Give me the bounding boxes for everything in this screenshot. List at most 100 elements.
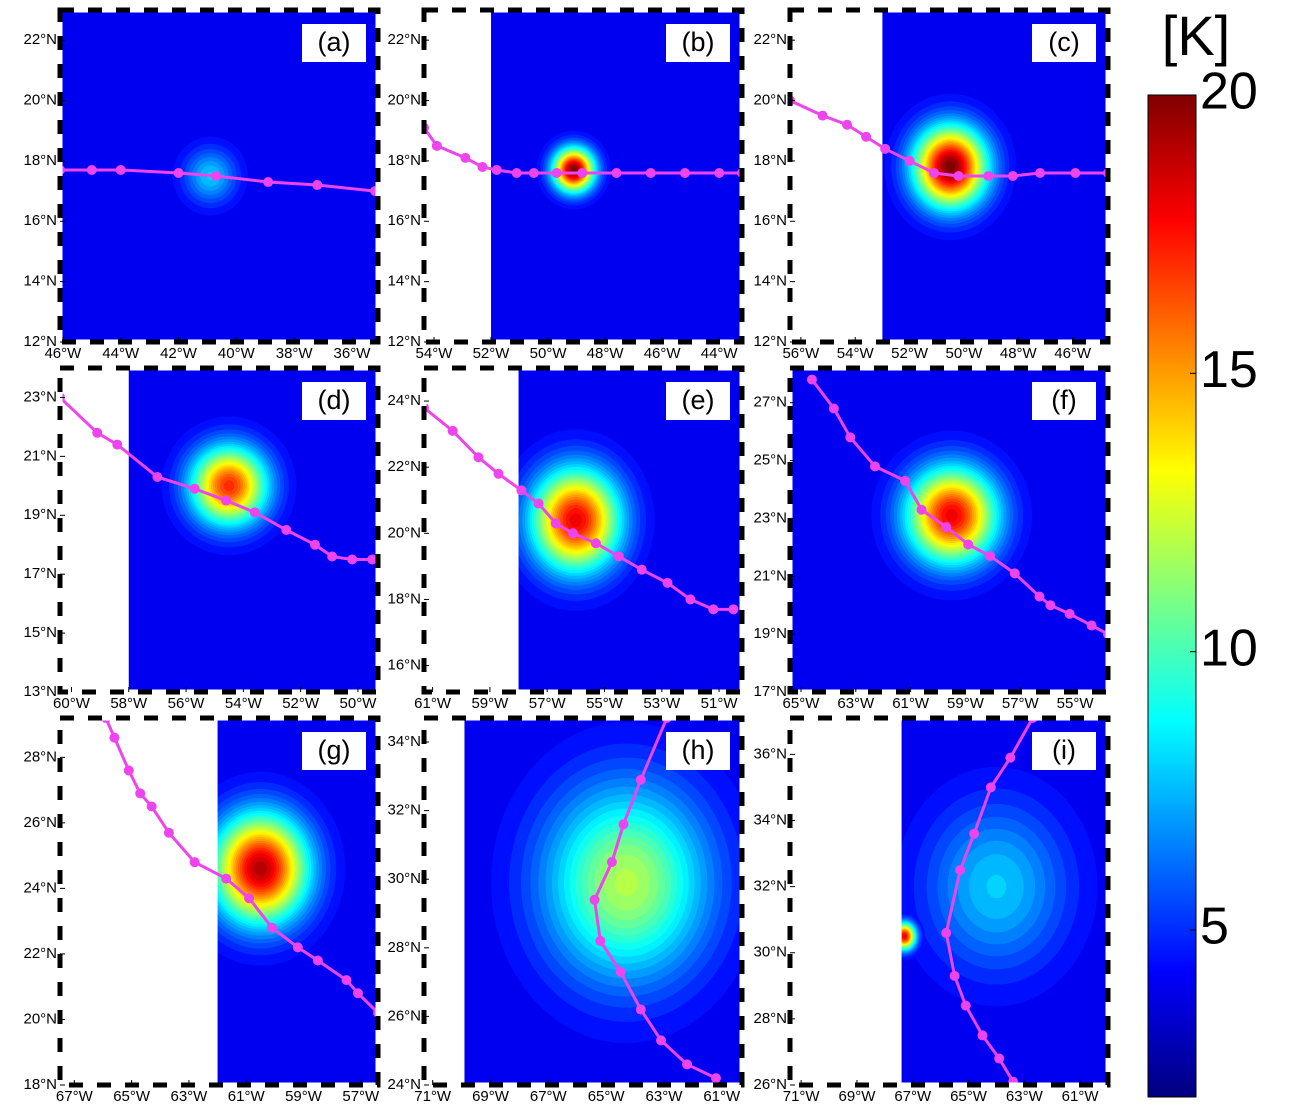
y-tick-label: 32°N [753, 878, 787, 895]
warm-core [945, 508, 958, 523]
x-tick-label: 63°W [646, 1088, 684, 1105]
panel-label: (b) [682, 27, 715, 57]
track-point [656, 1035, 667, 1046]
panel-label: (i) [1052, 735, 1076, 765]
track-point [869, 461, 880, 472]
track-point [845, 432, 856, 443]
panel-label: (d) [318, 385, 351, 415]
x-tick-label: 46°W [1054, 345, 1092, 362]
x-tick-label: 46°W [644, 345, 682, 362]
track-point [109, 732, 120, 743]
x-tick-label: 51°W [701, 695, 739, 712]
track-point [645, 167, 656, 178]
track-point [1045, 600, 1056, 611]
x-tick-label: 46°W [44, 345, 82, 362]
track-point [828, 403, 839, 414]
x-tick-label: 60°W [53, 695, 91, 712]
track-point [842, 119, 853, 130]
frame [57, 715, 381, 1088]
track-point [662, 577, 673, 588]
frame [787, 715, 1111, 1088]
frame [57, 365, 381, 695]
x-tick-label: 53°W [643, 695, 681, 712]
no-data [790, 718, 902, 1085]
panel [790, 10, 1108, 342]
y-tick-label: 17°N [753, 683, 787, 700]
x-tick-label: 69°W [839, 1088, 877, 1105]
y-tick-label: 34°N [387, 733, 421, 750]
x-tick-label: 44°W [102, 345, 140, 362]
track-point [327, 551, 338, 562]
y-tick-label: 23°N [753, 509, 787, 526]
track-point [929, 167, 940, 178]
x-tick-label: 52°W [473, 345, 511, 362]
track-point [1009, 568, 1020, 579]
panel-label-box [1032, 732, 1096, 770]
track-point [312, 180, 323, 191]
track-point [904, 155, 915, 166]
track-point [817, 110, 828, 121]
x-tick-label: 50°W [340, 695, 378, 712]
x-tick-label: 59°W [285, 1088, 323, 1105]
track-point [1035, 167, 1046, 178]
track-point [900, 475, 911, 486]
track-point [511, 167, 522, 178]
frame [787, 7, 1111, 345]
y-tick-label: 30°N [387, 870, 421, 887]
track-point [985, 551, 996, 562]
track-point [941, 522, 952, 533]
track-point [341, 975, 352, 986]
y-tick-label: 22°N [753, 31, 787, 48]
frame [421, 365, 745, 695]
track-point [1034, 591, 1045, 602]
track-point [983, 171, 994, 181]
track-point [516, 485, 527, 496]
x-tick-label: 61°W [892, 695, 930, 712]
panel-label: (g) [318, 735, 351, 765]
track-point [163, 827, 174, 838]
track-point [491, 164, 502, 175]
y-tick-label: 17°N [23, 565, 57, 582]
x-tick-label: 57°W [342, 1088, 380, 1105]
panel-label-box [302, 732, 366, 770]
track-point [577, 167, 588, 178]
track-point [615, 966, 626, 977]
x-tick-label: 57°W [529, 695, 567, 712]
track-point [963, 539, 974, 550]
no-data [424, 718, 465, 1085]
y-tick-label: 14°N [387, 273, 421, 290]
track-point [994, 1053, 1005, 1064]
x-tick-label: 57°W [1002, 695, 1040, 712]
y-tick-label: 21°N [753, 567, 787, 584]
x-tick-label: 54°W [416, 345, 454, 362]
track-point [636, 564, 647, 575]
track-point [92, 427, 103, 438]
panel-label-box [302, 24, 366, 62]
panel-label: (h) [682, 735, 715, 765]
x-tick-label: 65°W [783, 695, 821, 712]
x-tick-label: 50°W [946, 345, 984, 362]
panel [60, 718, 378, 1085]
x-tick-label: 38°W [276, 345, 314, 362]
y-tick-label: 22°N [387, 458, 421, 475]
panel [424, 10, 742, 342]
track-point [115, 164, 126, 175]
track-point [292, 942, 303, 953]
panel [424, 718, 742, 1085]
y-tick-label: 19°N [23, 506, 57, 523]
x-tick-label: 71°W [783, 1088, 821, 1105]
track-point [728, 604, 739, 615]
track-point [708, 604, 719, 615]
track-point [685, 594, 696, 605]
track-point [146, 801, 157, 812]
warm-core [902, 934, 906, 939]
x-tick-label: 54°W [225, 695, 263, 712]
y-tick-label: 13°N [23, 683, 57, 700]
colorbar [1147, 94, 1197, 1098]
y-tick-label: 26°N [23, 814, 57, 831]
track-point [152, 471, 163, 482]
track-point [281, 525, 292, 535]
y-tick-label: 20°N [753, 92, 787, 109]
track-point [714, 167, 725, 178]
x-tick-label: 56°W [168, 695, 206, 712]
